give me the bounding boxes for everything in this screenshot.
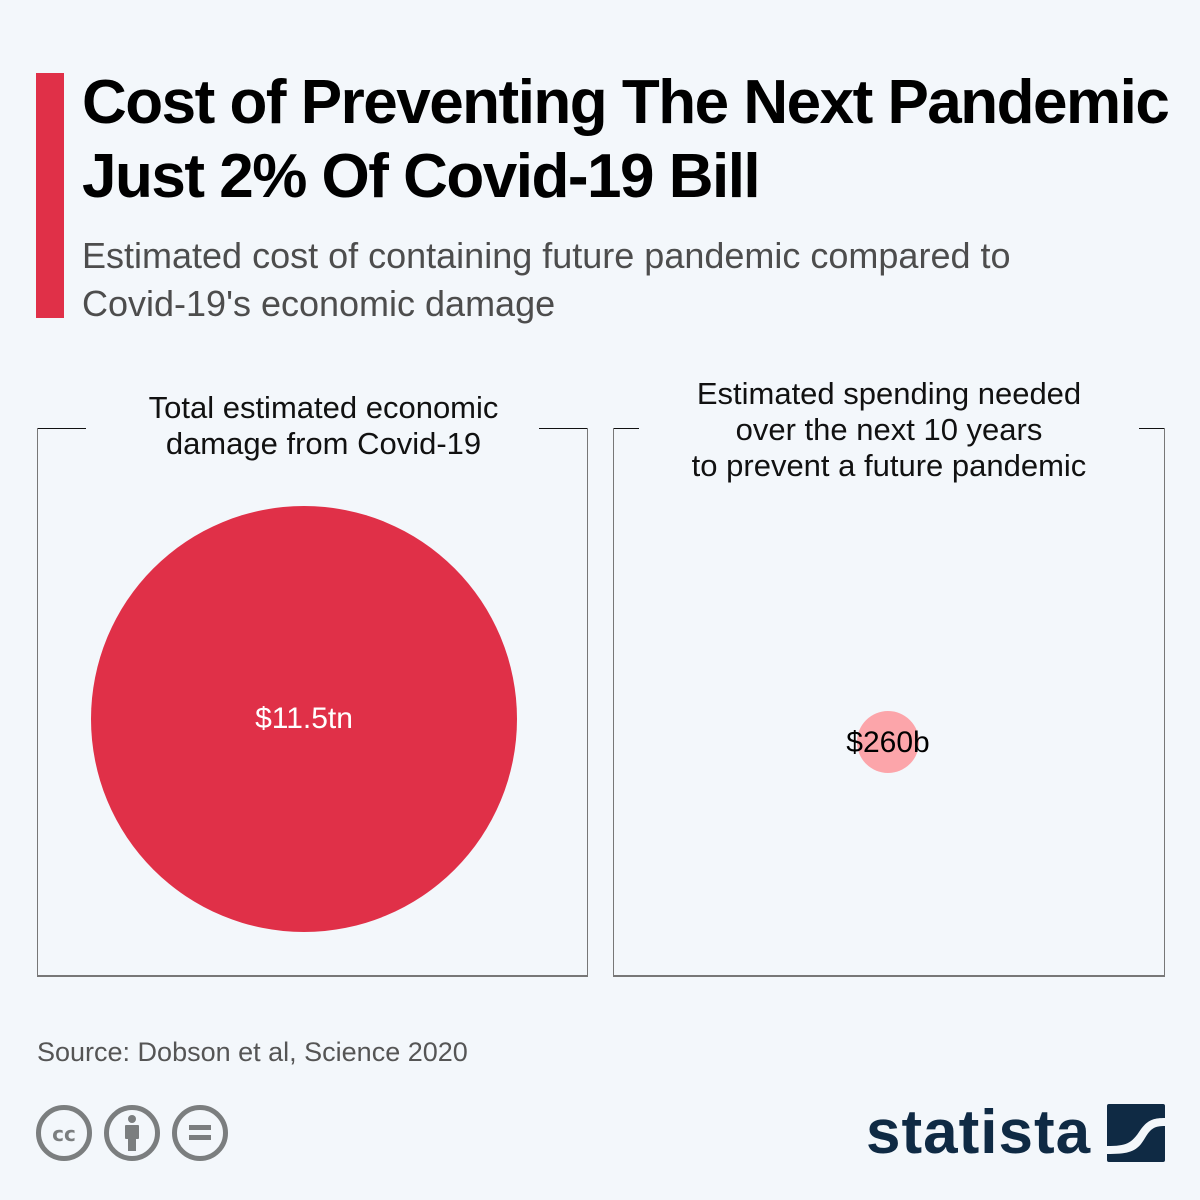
no-derivatives-icon[interactable]	[172, 1105, 228, 1161]
panel-frame-segment	[539, 428, 587, 429]
brand-wordmark: statista	[866, 1098, 1092, 1167]
value-label-prevention-spending: $260b	[846, 726, 930, 759]
panel-frame-segment	[1139, 428, 1164, 429]
attribution-icon[interactable]	[104, 1105, 160, 1161]
statista-mark-icon	[1107, 1104, 1166, 1162]
panel-label-prevention-spending: Estimated spending needed over the next …	[691, 376, 1087, 483]
svg-text:cc: cc	[52, 1122, 76, 1145]
panel-label-covid-damage: Total estimated economic damage from Cov…	[148, 390, 499, 461]
source-note: Source: Dobson et al, Science 2020	[37, 1037, 468, 1067]
cc-icon[interactable]: cc	[36, 1105, 92, 1161]
page-subtitle: Estimated cost of containing future pand…	[82, 235, 1011, 324]
panel-covid-damage	[37, 428, 588, 977]
license-icons: cc	[36, 1105, 228, 1161]
bubble-covid-damage	[91, 506, 517, 932]
panel-frame-segment	[38, 428, 86, 429]
statista-logo[interactable]: statista	[866, 1098, 1166, 1167]
page-title: Cost of Preventing The Next Pandemic Jus…	[82, 68, 1170, 211]
bubble-prevention-spending	[857, 711, 919, 773]
panel-prevention-spending	[613, 428, 1165, 977]
panel-frame-segment	[614, 428, 639, 429]
accent-bar	[36, 73, 64, 318]
value-label-covid-damage: $11.5tn	[255, 702, 353, 735]
